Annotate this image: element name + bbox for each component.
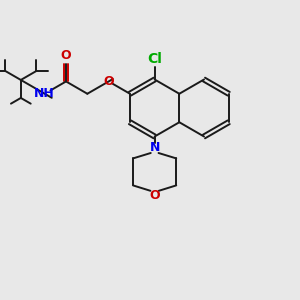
Text: NH: NH xyxy=(34,87,55,100)
Text: O: O xyxy=(103,75,114,88)
Text: O: O xyxy=(61,49,71,62)
Text: O: O xyxy=(149,189,160,203)
Text: N: N xyxy=(149,141,160,154)
Text: Cl: Cl xyxy=(147,52,162,66)
